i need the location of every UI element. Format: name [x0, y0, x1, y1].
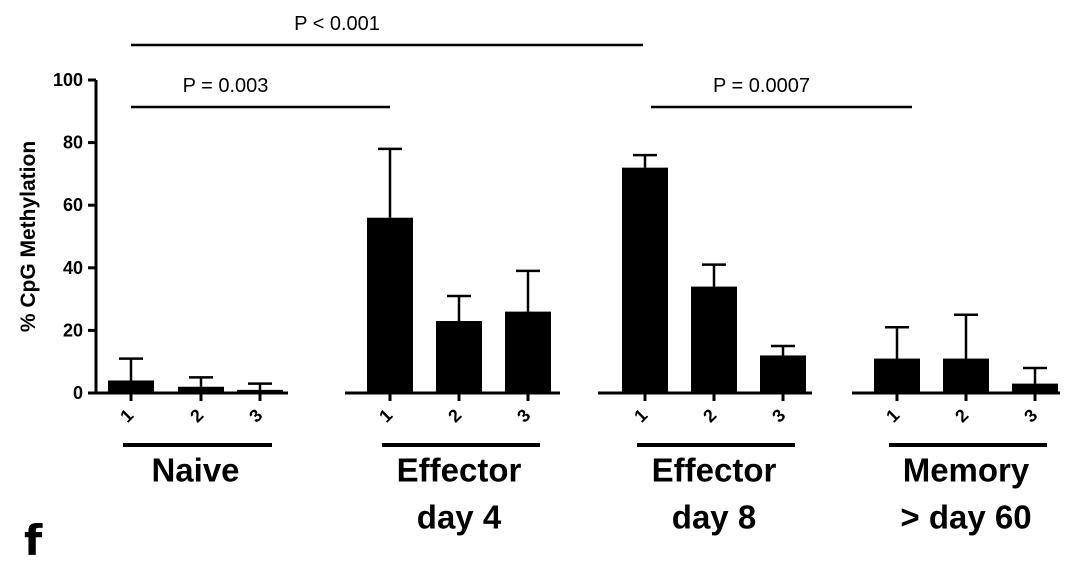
x-tick-label: 1 — [116, 405, 137, 426]
significance-label: P = 0.003 — [183, 75, 269, 97]
bar — [1012, 383, 1058, 393]
group-label: Naive — [151, 452, 239, 489]
bar — [760, 355, 806, 393]
bar — [943, 358, 989, 393]
x-tick-label: 3 — [1020, 405, 1041, 426]
y-tick-label: 80 — [63, 133, 83, 153]
x-tick-label: 1 — [630, 405, 651, 426]
panel-letter: f — [24, 516, 43, 565]
y-axis-label: % CpG Methylation — [17, 141, 40, 332]
x-tick-label: 2 — [951, 405, 972, 426]
x-tick-label: 1 — [882, 405, 903, 426]
group-label: Memory — [903, 452, 1030, 489]
bar — [367, 217, 413, 393]
bar — [622, 167, 668, 393]
bar — [436, 321, 482, 393]
x-tick-label: 3 — [245, 405, 266, 426]
bar — [237, 389, 283, 393]
x-tick-label: 3 — [513, 405, 534, 426]
bar — [691, 286, 737, 393]
y-tick-label: 60 — [63, 195, 83, 215]
x-tick-label: 2 — [444, 405, 465, 426]
group-label: day 8 — [672, 499, 756, 536]
bar — [108, 380, 154, 393]
group-label: day 4 — [417, 499, 502, 536]
significance-label: P = 0.0007 — [713, 75, 810, 97]
bar — [505, 311, 551, 393]
y-tick-label: 0 — [73, 383, 83, 403]
x-tick-label: 1 — [375, 405, 396, 426]
significance-label: P < 0.001 — [294, 13, 380, 35]
y-tick-label: 20 — [63, 320, 83, 340]
bar — [178, 386, 224, 393]
y-tick-label: 100 — [53, 70, 83, 90]
bar — [874, 358, 920, 393]
group-label: Effector — [397, 452, 522, 489]
x-tick-label: 2 — [699, 405, 720, 426]
y-tick-label: 40 — [63, 258, 83, 278]
group-label: > day 60 — [900, 499, 1031, 536]
x-tick-label: 2 — [186, 405, 207, 426]
group-label: Effector — [652, 452, 777, 489]
x-tick-label: 3 — [768, 405, 789, 426]
